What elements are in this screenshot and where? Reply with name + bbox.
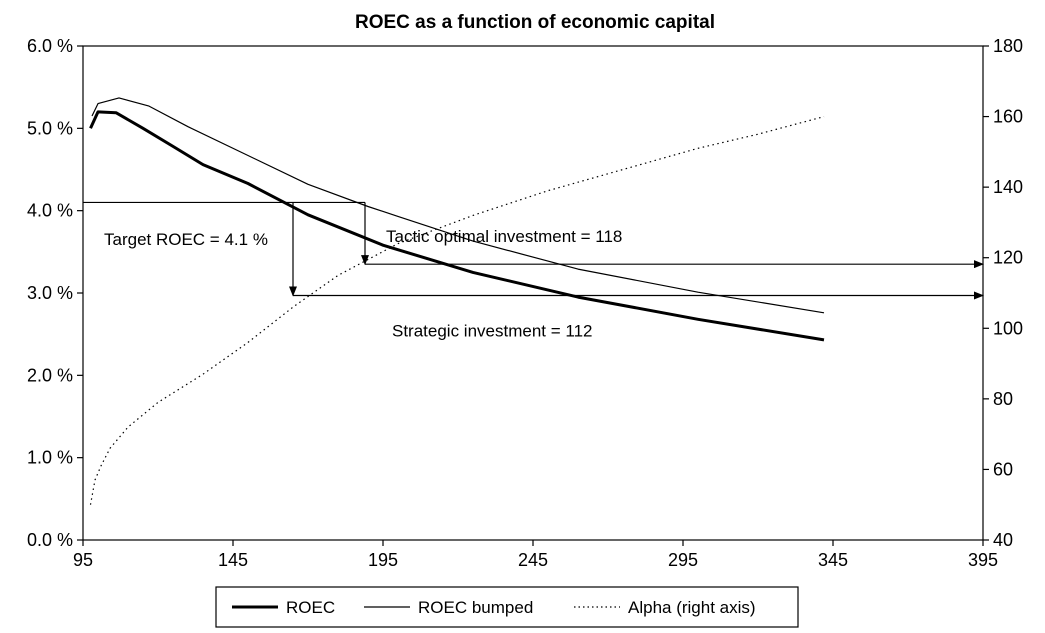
series-roec-bumped-line <box>91 97 825 314</box>
y-right-tick-label-7: 180 <box>993 36 1023 56</box>
y-right-tick-label-0: 40 <box>993 530 1013 550</box>
x-tick-label-3: 245 <box>518 550 548 570</box>
y-left-tick-label-4: 4.0 % <box>27 201 73 221</box>
chart-title: ROEC as a function of economic capital <box>355 12 715 33</box>
legend-label-roec-bumped: ROEC bumped <box>418 598 533 617</box>
y-left-tick-label-0: 0.0 % <box>27 530 73 550</box>
legend-label-alpha: Alpha (right axis) <box>628 598 756 617</box>
y-right-tick-label-4: 120 <box>993 248 1023 268</box>
y-right-tick-label-1: 60 <box>993 459 1013 479</box>
y-right-tick-label-2: 80 <box>993 389 1013 409</box>
axes: 95 145 195 245 295 345 395 0.0 % 1.0 % 2.0 % 3.0 %… <box>27 36 1023 570</box>
series-layer <box>89 97 825 505</box>
x-tick-label-2: 195 <box>368 550 398 570</box>
y-left-tick-label-5: 5.0 % <box>27 118 73 138</box>
legend-label-roec: ROEC <box>286 598 335 617</box>
plot-area <box>82 45 984 541</box>
series-alpha-line <box>89 116 825 505</box>
y-left-tick-label-2: 2.0 % <box>27 365 73 385</box>
annotation-target: Target ROEC = 4.1 % <box>104 230 268 249</box>
y-right-tick-label-3: 100 <box>993 318 1023 338</box>
x-tick-label-0: 95 <box>73 550 93 570</box>
x-tick-label-4: 295 <box>668 550 698 570</box>
legend-box <box>215 586 799 628</box>
x-tick-label-6: 395 <box>968 550 998 570</box>
y-right-tick-label-5: 140 <box>993 177 1023 197</box>
guide-lines <box>83 201 984 300</box>
annotations: Target ROEC = 4.1 % Tactic optimal invest… <box>104 227 622 341</box>
x-tick-label-1: 145 <box>218 550 248 570</box>
legend: ROEC ROEC bumped Alpha (right axis) <box>215 586 799 628</box>
y-left-tick-label-6: 6.0 % <box>27 36 73 56</box>
annotation-tactic: Tactic optimal investment = 118 <box>386 227 622 246</box>
y-left-tick-label-1: 1.0 % <box>27 448 73 468</box>
y-left-tick-label-3: 3.0 % <box>27 283 73 303</box>
x-tick-label-5: 345 <box>818 550 848 570</box>
annotation-strategic: Strategic investment = 112 <box>392 322 593 341</box>
series-roec-line <box>89 110 825 342</box>
y-right-tick-label-6: 160 <box>993 107 1023 127</box>
